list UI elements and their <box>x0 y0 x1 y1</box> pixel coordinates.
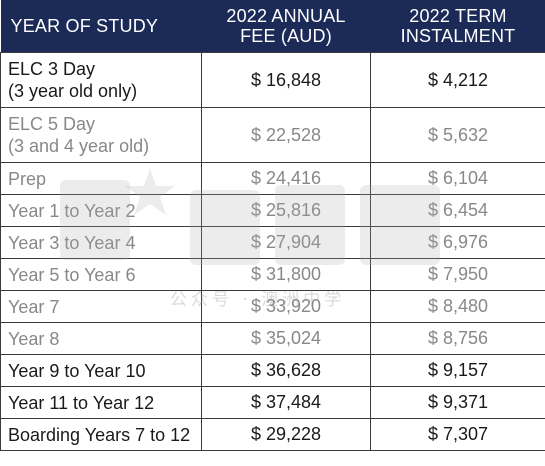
year-cell-line-2: (3 and 4 year old) <box>8 136 150 156</box>
annual-fee-cell: $ 27,904 <box>201 226 371 259</box>
year-cell: Year 1 to Year 2 <box>0 194 202 227</box>
table-row-year-11-12: Year 11 to Year 12 $ 37,484 $ 9,371 <box>0 386 545 419</box>
header-term-instalment-line-2: INSTALMENT <box>400 26 516 46</box>
term-instalment-cell: $ 6,454 <box>370 194 545 227</box>
term-instalment-cell: $ 8,480 <box>370 290 545 323</box>
annual-fee-cell: $ 25,816 <box>201 194 371 227</box>
year-cell: Prep <box>0 162 202 195</box>
table-row-elc-3-day: ELC 3 Day (3 year old only) $ 16,848 $ 4… <box>0 52 545 108</box>
table-row-year-7: Year 7 $ 33,920 $ 8,480 <box>0 290 545 323</box>
term-instalment-cell: $ 6,976 <box>370 226 545 259</box>
table-row-year-8: Year 8 $ 35,024 $ 8,756 <box>0 322 545 355</box>
year-cell: Boarding Years 7 to 12 <box>0 418 202 451</box>
annual-fee-cell: $ 22,528 <box>201 107 371 163</box>
term-instalment-cell: $ 7,307 <box>370 418 545 451</box>
table-row-year-5-6: Year 5 to Year 6 $ 31,800 $ 7,950 <box>0 258 545 291</box>
term-instalment-cell: $ 5,632 <box>370 107 545 163</box>
year-cell: ELC 3 Day (3 year old only) <box>0 52 202 108</box>
year-cell-line-1: ELC 3 Day <box>8 59 96 79</box>
header-annual-fee-line-2: FEE (AUD) <box>240 26 332 46</box>
term-instalment-cell: $ 4,212 <box>370 52 545 108</box>
term-instalment-cell: $ 9,157 <box>370 354 545 387</box>
table-body: ELC 3 Day (3 year old only) $ 16,848 $ 4… <box>0 52 545 451</box>
annual-fee-cell: $ 37,484 <box>201 386 371 419</box>
annual-fee-cell: $ 31,800 <box>201 258 371 291</box>
table-row-year-9-10: Year 9 to Year 10 $ 36,628 $ 9,157 <box>0 354 545 387</box>
annual-fee-cell: $ 16,848 <box>201 52 371 108</box>
term-instalment-cell: $ 8,756 <box>370 322 545 355</box>
year-cell: Year 7 <box>0 290 202 323</box>
annual-fee-cell: $ 35,024 <box>201 322 371 355</box>
year-cell: Year 11 to Year 12 <box>0 386 202 419</box>
table-header: YEAR OF STUDY 2022 ANNUAL FEE (AUD) 2022… <box>0 0 545 53</box>
header-term-instalment: 2022 TERM INSTALMENT <box>370 0 545 53</box>
annual-fee-cell: $ 36,628 <box>201 354 371 387</box>
annual-fee-cell: $ 24,416 <box>201 162 371 195</box>
tuition-fee-table: YEAR OF STUDY 2022 ANNUAL FEE (AUD) 2022… <box>0 0 545 451</box>
table-row-prep: Prep $ 24,416 $ 6,104 <box>0 162 545 195</box>
header-annual-fee: 2022 ANNUAL FEE (AUD) <box>201 0 371 53</box>
year-cell: ELC 5 Day (3 and 4 year old) <box>0 107 202 163</box>
table-row-year-1-2: Year 1 to Year 2 $ 25,816 $ 6,454 <box>0 194 545 227</box>
header-annual-fee-line-1: 2022 ANNUAL <box>226 6 346 26</box>
term-instalment-cell: $ 6,104 <box>370 162 545 195</box>
year-cell-line-1: ELC 5 Day <box>8 114 96 134</box>
table-row-boarding: Boarding Years 7 to 12 $ 29,228 $ 7,307 <box>0 418 545 451</box>
year-cell: Year 5 to Year 6 <box>0 258 202 291</box>
header-row: YEAR OF STUDY 2022 ANNUAL FEE (AUD) 2022… <box>0 0 545 53</box>
year-cell: Year 8 <box>0 322 202 355</box>
annual-fee-cell: $ 33,920 <box>201 290 371 323</box>
year-cell: Year 3 to Year 4 <box>0 226 202 259</box>
table-row-elc-5-day: ELC 5 Day (3 and 4 year old) $ 22,528 $ … <box>0 107 545 163</box>
year-cell-line-2: (3 year old only) <box>8 81 138 101</box>
term-instalment-cell: $ 9,371 <box>370 386 545 419</box>
table-row-year-3-4: Year 3 to Year 4 $ 27,904 $ 6,976 <box>0 226 545 259</box>
annual-fee-cell: $ 29,228 <box>201 418 371 451</box>
header-year-of-study: YEAR OF STUDY <box>0 0 202 53</box>
year-cell: Year 9 to Year 10 <box>0 354 202 387</box>
header-term-instalment-line-1: 2022 TERM <box>409 6 507 26</box>
term-instalment-cell: $ 7,950 <box>370 258 545 291</box>
